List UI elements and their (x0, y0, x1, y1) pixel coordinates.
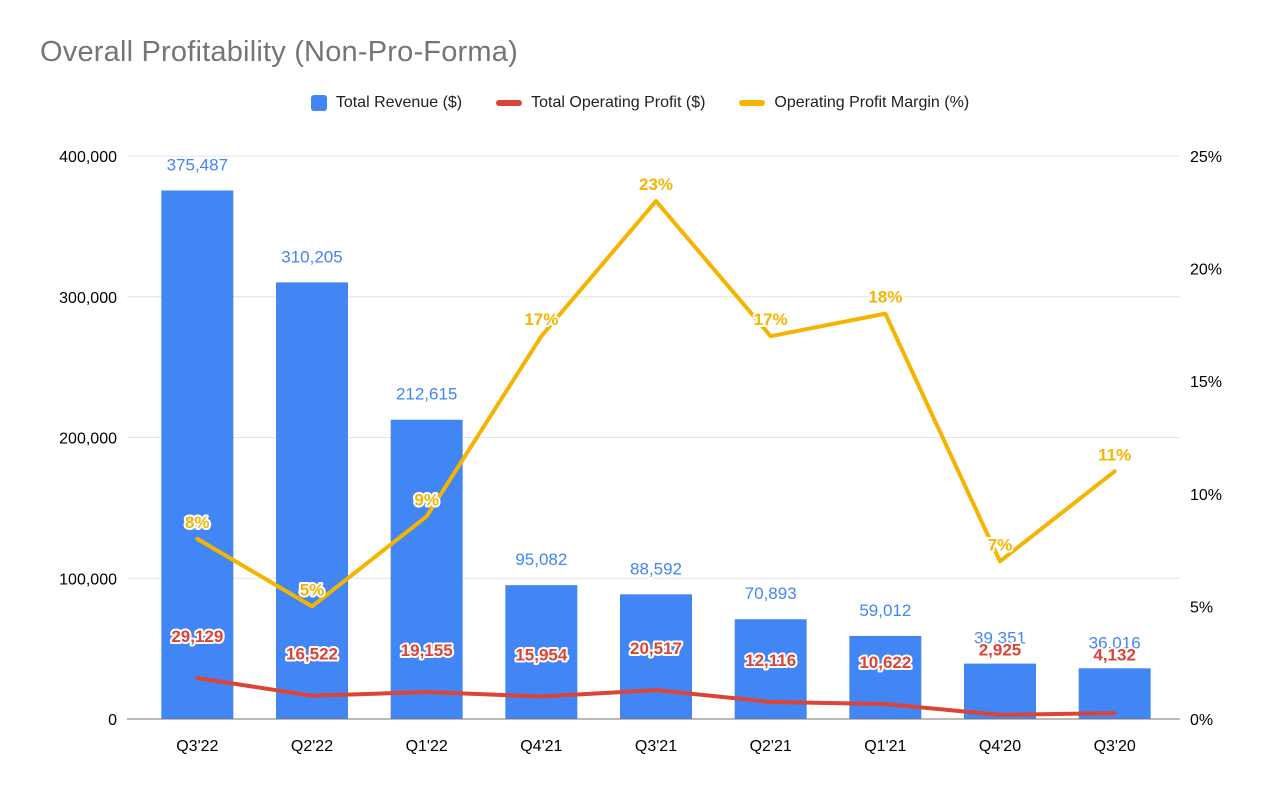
right-axis-tick-label: 15% (1190, 374, 1222, 391)
revenue-value-label: 39,351 (974, 629, 1026, 648)
legend-item-profit-margin[interactable]: Operating Profit Margin (%) (739, 94, 969, 112)
x-axis-category-label: Q3'22 (176, 738, 218, 755)
profit-margin-value-label: 17% (754, 310, 788, 329)
operating-profit-value-label: 19,155 (401, 641, 453, 660)
profit-margin-value-label: 17% (524, 310, 558, 329)
legend-item-operating-profit[interactable]: Total Operating Profit ($) (496, 94, 705, 112)
legend-label-profit-margin: Operating Profit Margin (%) (774, 94, 970, 111)
profit-margin-value-label: 18% (868, 288, 902, 307)
left-axis-tick-label: 400,000 (59, 149, 117, 166)
operating-profit-value-label: 12,116 (745, 651, 796, 670)
x-axis-category-label: Q3'20 (1094, 738, 1136, 755)
profit-margin-value-label: 8% (185, 513, 210, 532)
left-axis-tick-label: 100,000 (59, 571, 117, 588)
operating-profit-value-label: 20,517 (630, 639, 682, 658)
x-axis-category-label: Q1'22 (406, 738, 448, 755)
profit-margin-value-label: 7% (988, 535, 1013, 554)
revenue-value-label: 70,893 (745, 584, 797, 603)
chart-title: Overall Profitability (Non-Pro-Forma) (40, 36, 518, 68)
profit-margin-value-label: 11% (1098, 445, 1131, 464)
bar-Q4'20[interactable] (964, 663, 1036, 719)
right-axis-tick-label: 10% (1190, 487, 1222, 504)
right-axis-tick-label: 0% (1190, 712, 1213, 729)
right-axis-tick-label: 5% (1190, 599, 1213, 616)
revenue-value-label: 310,205 (281, 247, 342, 266)
x-axis-category-label: Q3'21 (635, 738, 677, 755)
revenue-value-label: 59,012 (859, 601, 911, 620)
operating-profit-value-label: 16,522 (286, 645, 338, 664)
revenue-value-label: 36,016 (1089, 633, 1141, 652)
operating-profit-line[interactable] (195, 676, 1117, 717)
left-axis-tick-label: 0 (108, 712, 117, 729)
profit-margin-series-swatch-icon (739, 100, 766, 106)
operating-profit-value-label: 15,954 (515, 646, 568, 665)
legend-label-total-revenue: Total Revenue ($) (335, 94, 463, 111)
x-axis-category-label: Q4'20 (979, 738, 1021, 755)
profit-margin-value-label: 9% (414, 490, 439, 509)
operating-profit-value-label: 4,132 (1093, 645, 1136, 664)
x-axis-category-label: Q2'21 (750, 738, 792, 755)
chart-legend: Total Revenue ($) Total Operating Profit… (0, 94, 1280, 112)
x-axis-category-label: Q1'21 (864, 738, 906, 755)
bar-Q3'20[interactable] (1078, 668, 1151, 719)
bar-Q2'22[interactable] (276, 282, 348, 719)
bar-Q3'22[interactable] (161, 190, 234, 719)
revenue-value-label: 88,592 (630, 559, 682, 578)
revenue-series-swatch-icon (310, 95, 327, 111)
operating-profit-value-label: 29,129 (171, 627, 223, 646)
bar-Q1'22[interactable] (390, 419, 463, 719)
profit-margin-line[interactable] (195, 199, 1117, 609)
right-axis-tick-label: 20% (1190, 262, 1222, 279)
x-axis-category-label: Q4'21 (520, 738, 562, 755)
revenue-value-label: 375,487 (167, 156, 228, 175)
revenue-value-label: 212,615 (396, 385, 457, 404)
legend-item-total-revenue[interactable]: Total Revenue ($) (310, 94, 463, 112)
x-axis-category-label: Q2'22 (291, 738, 333, 755)
legend-label-operating-profit: Total Operating Profit ($) (531, 94, 706, 111)
left-axis-tick-label: 300,000 (59, 290, 117, 307)
operating-profit-value-label: 10,622 (859, 653, 911, 672)
left-axis-tick-label: 200,000 (59, 431, 117, 448)
right-axis-tick-label: 25% (1190, 149, 1222, 166)
operating-profit-series-swatch-icon (496, 100, 523, 106)
revenue-value-label: 95,082 (515, 550, 567, 569)
bar-Q3'21[interactable] (620, 594, 692, 719)
profit-margin-value-label: 5% (300, 580, 325, 599)
profit-margin-value-label: 23% (639, 175, 673, 194)
operating-profit-value-label: 2,925 (979, 641, 1022, 660)
